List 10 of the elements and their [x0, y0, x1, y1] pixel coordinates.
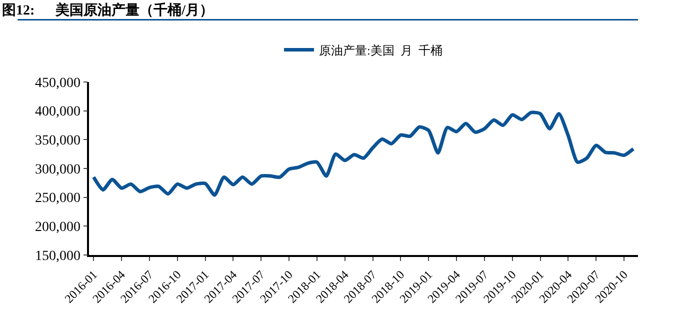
legend-label: 原油产量:美国 月 千桶	[319, 43, 442, 58]
y-tick-label: 300,000	[34, 162, 80, 178]
y-tick-label: 250,000	[34, 191, 80, 206]
y-tick-label: 350,000	[34, 134, 80, 149]
y-tick-label: 150,000	[34, 248, 80, 264]
line-series	[92, 110, 636, 197]
chart-title: 图12: 美国原油产量（千桶/月）	[2, 2, 214, 19]
y-tick-label: 450,000	[34, 76, 80, 91]
y-tick-label: 200,000	[34, 220, 80, 236]
y-tick-label: 400,000	[34, 104, 80, 120]
